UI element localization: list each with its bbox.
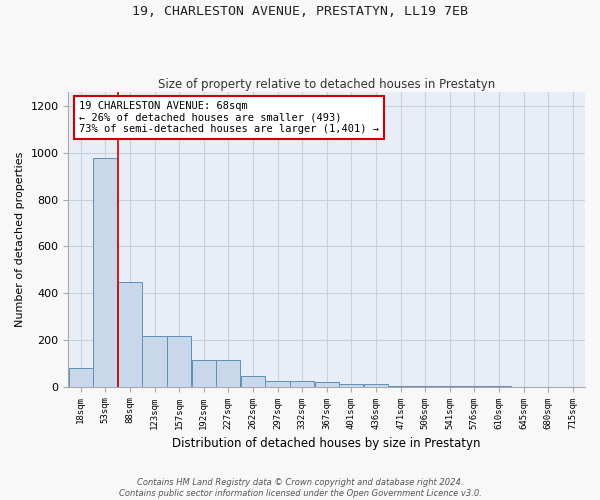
Bar	[364, 384, 388, 386]
Bar	[68, 368, 93, 386]
Bar	[167, 336, 191, 386]
X-axis label: Distribution of detached houses by size in Prestatyn: Distribution of detached houses by size …	[172, 437, 481, 450]
Title: Size of property relative to detached houses in Prestatyn: Size of property relative to detached ho…	[158, 78, 496, 91]
Bar	[142, 336, 167, 386]
Text: Contains HM Land Registry data © Crown copyright and database right 2024.
Contai: Contains HM Land Registry data © Crown c…	[119, 478, 481, 498]
Y-axis label: Number of detached properties: Number of detached properties	[15, 152, 25, 327]
Text: 19, CHARLESTON AVENUE, PRESTATYN, LL19 7EB: 19, CHARLESTON AVENUE, PRESTATYN, LL19 7…	[132, 5, 468, 18]
Bar	[93, 158, 118, 386]
Bar	[191, 360, 216, 386]
Bar	[241, 376, 265, 386]
Bar	[216, 360, 241, 386]
Bar	[265, 381, 290, 386]
Bar	[314, 382, 339, 386]
Text: 19 CHARLESTON AVENUE: 68sqm
← 26% of detached houses are smaller (493)
73% of se: 19 CHARLESTON AVENUE: 68sqm ← 26% of det…	[79, 101, 379, 134]
Bar	[290, 381, 314, 386]
Bar	[118, 282, 142, 387]
Bar	[339, 384, 364, 386]
